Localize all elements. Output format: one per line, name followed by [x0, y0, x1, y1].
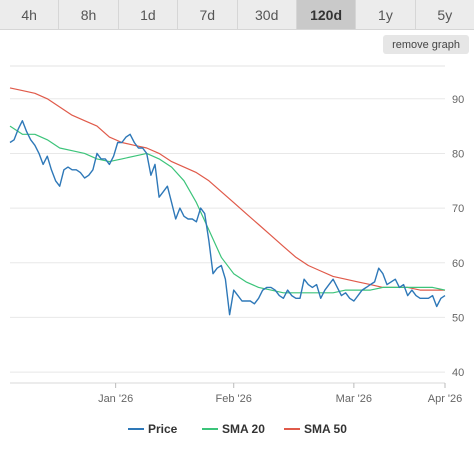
series-line-sma-50	[9, 87, 445, 291]
range-tab-5y[interactable]: 5y	[437, 6, 453, 23]
range-tab-120d[interactable]: 120d	[296, 0, 357, 29]
x-tick-label: Feb '26	[216, 393, 252, 405]
y-tick-label: 50	[452, 312, 464, 324]
x-tick-label: Jan '26	[98, 393, 133, 405]
legend: Price SMA 20 SMA 50	[128, 422, 347, 436]
y-tick-label: 70	[452, 203, 464, 215]
price-chart: 40 50 60 70 80 90 Jan '26 Feb '26 Mar '26 Apr '2…	[9, 65, 464, 436]
range-tab-30d[interactable]: 30d	[238, 0, 297, 29]
x-axis-ticks: Jan '26 Feb '26 Mar '26 Apr '26	[98, 383, 462, 405]
remove-graph-button[interactable]: remove graph	[383, 35, 469, 54]
y-tick-label: 80	[452, 148, 464, 160]
legend-label: SMA 20	[222, 422, 265, 436]
legend-label: Price	[148, 422, 178, 436]
y-axis-ticks: 40 50 60 70 80 90	[452, 94, 464, 379]
range-tab-1d[interactable]: 1d	[119, 0, 179, 29]
range-tab-8h[interactable]: 8h	[59, 0, 119, 29]
range-tab-1y[interactable]: 1y	[356, 0, 416, 29]
y-tick-label: 60	[452, 258, 464, 270]
range-tab-7d[interactable]: 7d	[178, 0, 238, 29]
series-line-price	[9, 120, 446, 316]
grid	[10, 65, 445, 384]
x-tick-label: Mar '26	[336, 393, 372, 405]
range-tab-4h[interactable]: 4h	[0, 0, 60, 29]
series-line-sma-20	[9, 125, 446, 294]
y-tick-label: 90	[452, 94, 464, 106]
y-tick-label: 40	[452, 367, 464, 379]
x-tick-label: Apr '26	[428, 393, 463, 405]
legend-label: SMA 50	[304, 422, 347, 436]
series-lines	[9, 87, 446, 316]
time-range-tabs: 4h 8h 1d 7d 30d 120d 1y 5y	[0, 0, 474, 30]
